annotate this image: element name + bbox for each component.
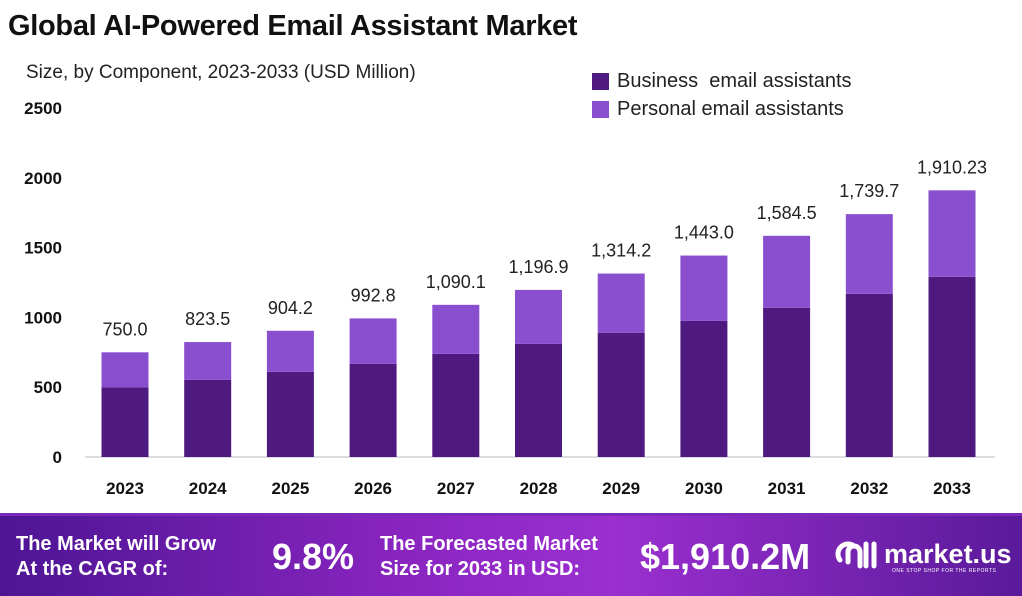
- x-tick-label: 2026: [354, 479, 392, 498]
- y-tick-label: 2500: [24, 99, 62, 118]
- bar-segment-business: [845, 293, 893, 457]
- legend-swatch: [592, 101, 609, 118]
- forecast-label-line: The Forecasted Market: [380, 533, 598, 555]
- bar-total-label: 750.0: [102, 319, 147, 339]
- market-us-logo-icon: [835, 541, 877, 569]
- bar-total-label: 1,090.1: [426, 272, 486, 292]
- bar-total-label: 1,910.23: [917, 157, 987, 177]
- bar-segment-business: [680, 320, 728, 457]
- chart-subtitle: Size, by Component, 2023-2033 (USD Milli…: [26, 62, 416, 83]
- brand-tagline: ONE STOP SHOP FOR THE REPORTS: [892, 568, 997, 574]
- bar-total-label: 823.5: [185, 309, 230, 329]
- x-tick-label: 2028: [520, 479, 558, 498]
- cagr-label-line: At the CAGR of:: [16, 558, 169, 580]
- forecast-value: $1,910.2M: [640, 536, 811, 577]
- forecast-label: The Forecasted Market Size for 2033 in US…: [380, 532, 598, 582]
- x-tick-label: 2030: [685, 479, 723, 498]
- bar-segment-personal: [432, 304, 480, 354]
- brand-logo: market.us ONE STOP SHOP FOR THE REPORTS: [834, 534, 1012, 574]
- bar-total-label: 992.8: [351, 285, 396, 305]
- x-tick-label: 2027: [437, 479, 475, 498]
- legend-label: Business email assistants: [617, 70, 852, 92]
- bar-total-label: 1,739.7: [839, 181, 899, 201]
- legend-label: Personal email assistants: [617, 98, 844, 120]
- bar-total-label: 1,196.9: [508, 257, 568, 277]
- x-tick-label: 2032: [850, 479, 888, 498]
- chart-title: Global AI-Powered Email Assistant Market: [8, 10, 578, 42]
- x-tick-label: 2031: [768, 479, 806, 498]
- bar-total-label: 1,314.2: [591, 241, 651, 261]
- bar-segment-personal: [763, 235, 811, 308]
- x-tick-label: 2025: [271, 479, 309, 498]
- bar-chart: 0 500 1000 1500 2000 2500 750.0 2023 823.5 2024 90…: [24, 99, 995, 498]
- cagr-label: The Market will Grow At the CAGR of:: [16, 532, 216, 582]
- bar-segment-business: [266, 371, 314, 457]
- cagr-label-line: The Market will Grow: [16, 533, 217, 555]
- cagr-value: 9.8%: [272, 536, 355, 577]
- legend-swatch: [592, 73, 609, 90]
- bar-segment-business: [515, 343, 562, 457]
- bar-segment-business: [597, 332, 645, 457]
- bar-segment-personal: [515, 289, 562, 344]
- footer-banner: The Market will Grow At the CAGR of: 9.8%…: [0, 513, 1022, 596]
- legend-item-personal: Personal email assistants: [592, 98, 844, 121]
- y-tick-label: 500: [34, 378, 62, 397]
- y-tick-label: 0: [53, 448, 62, 467]
- bar-segment-business: [101, 387, 149, 457]
- forecast-label-line: Size for 2033 in USD:: [380, 558, 581, 580]
- bar-segment-personal: [266, 330, 314, 372]
- brand-name: market.us: [884, 538, 1012, 569]
- bar-segment-personal: [928, 190, 976, 277]
- x-tick-label: 2029: [602, 479, 640, 498]
- bar-segment-business: [349, 363, 397, 457]
- bar-segment-personal: [101, 352, 149, 388]
- bar-segment-personal: [845, 214, 893, 294]
- bar-total-label: 904.2: [268, 298, 313, 318]
- bar-segment-business: [928, 276, 976, 457]
- bar-segment-business: [184, 379, 232, 457]
- bar-segment-personal: [349, 318, 397, 364]
- x-tick-label: 2033: [933, 479, 971, 498]
- y-tick-label: 1500: [24, 239, 62, 258]
- x-tick-label: 2024: [189, 479, 227, 498]
- bar-segment-personal: [597, 273, 645, 333]
- bar-total-label: 1,443.0: [674, 223, 734, 243]
- bar-segment-personal: [680, 255, 728, 321]
- bar-segment-business: [432, 353, 480, 457]
- legend-item-business: Business email assistants: [592, 70, 852, 93]
- bar-segment-personal: [184, 342, 232, 380]
- bar-segment-business: [763, 307, 811, 457]
- y-tick-label: 1000: [24, 308, 62, 327]
- bar-total-label: 1,584.5: [757, 203, 817, 223]
- y-tick-label: 2000: [24, 169, 62, 188]
- x-tick-label: 2023: [106, 479, 144, 498]
